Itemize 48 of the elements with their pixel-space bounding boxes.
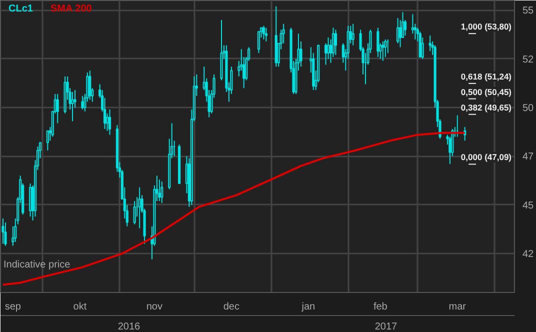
candlestick bbox=[133, 200, 136, 225]
text: SMA 200 bbox=[50, 4, 92, 14]
text: 2017 bbox=[374, 322, 398, 332]
candlestick bbox=[160, 181, 164, 204]
candlestick bbox=[257, 31, 260, 54]
candlestick bbox=[81, 95, 84, 110]
candlestick bbox=[108, 109, 112, 136]
x-tick-label: sep bbox=[4, 302, 22, 312]
candlestick bbox=[158, 179, 161, 202]
candlestick bbox=[56, 93, 59, 124]
candlestick bbox=[264, 27, 268, 42]
x-tick-label: jan bbox=[300, 302, 316, 312]
candlestick bbox=[396, 18, 400, 44]
x-tick-label: okt bbox=[73, 302, 87, 312]
ref-line-label: 0,618 (51,24) bbox=[460, 71, 512, 82]
ref-line-label: 1,000 (53,80) bbox=[460, 22, 512, 32]
x-tick-label: dec bbox=[223, 302, 240, 312]
y-tick-label: 45 bbox=[522, 200, 534, 212]
y-tick-label: 55 bbox=[522, 6, 534, 17]
x-tick-label: feb bbox=[373, 302, 388, 312]
candlestick bbox=[71, 91, 74, 122]
candlestick bbox=[46, 130, 49, 151]
candlestick bbox=[4, 222, 7, 246]
candlestick bbox=[334, 29, 338, 56]
candlestick bbox=[352, 23, 354, 46]
candlestick bbox=[384, 38, 387, 58]
annotation: Indicative price bbox=[4, 260, 71, 270]
text: 2016 bbox=[118, 322, 141, 332]
candlestick bbox=[138, 186, 141, 229]
y-tick-label: 50 bbox=[522, 103, 534, 114]
candlestick bbox=[428, 35, 432, 52]
text: CLc1 bbox=[8, 4, 34, 14]
ref-line-label: 0,382 (49,65) bbox=[460, 102, 512, 112]
candlestick bbox=[418, 31, 422, 58]
candlestick bbox=[421, 36, 424, 60]
candlestick bbox=[262, 25, 266, 40]
candlestick bbox=[2, 218, 4, 244]
candlestick bbox=[382, 40, 384, 62]
candlestick bbox=[376, 27, 380, 58]
x-tick-label: nov bbox=[146, 302, 163, 312]
y-tick-label: 42 bbox=[522, 249, 534, 260]
candlestick bbox=[28, 182, 32, 218]
ref-line-label: 0,500 (50,45) bbox=[460, 86, 512, 97]
y-tick-label: 47 bbox=[522, 152, 534, 163]
candlestick bbox=[88, 70, 92, 100]
ref-line-label: 0,000 (47,09) bbox=[460, 152, 512, 162]
y-tick-label: 52 bbox=[522, 54, 534, 66]
x-tick-label: mar bbox=[448, 302, 467, 312]
